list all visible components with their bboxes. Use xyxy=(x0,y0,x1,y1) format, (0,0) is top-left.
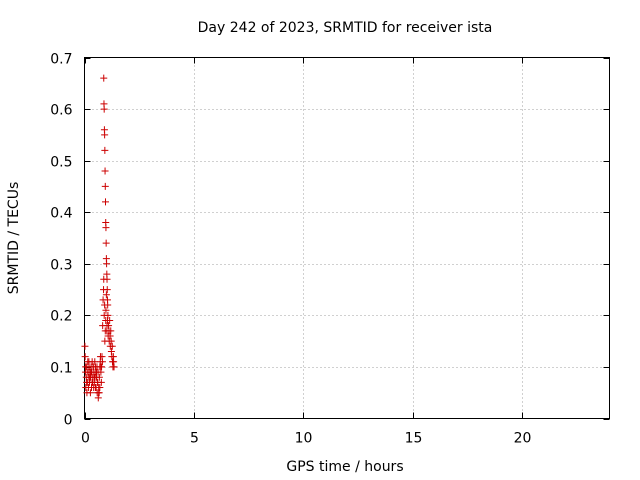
y-tick-label: 0.7 xyxy=(50,52,72,68)
data-point xyxy=(101,182,109,190)
y-axis-label: SRMTID / TECUs xyxy=(6,182,22,295)
x-tick-label: 20 xyxy=(514,431,532,447)
data-points xyxy=(81,74,118,402)
y-tick-label: 0.1 xyxy=(50,361,72,377)
data-point xyxy=(86,389,94,397)
data-point xyxy=(100,74,108,82)
data-point xyxy=(102,291,110,299)
data-point xyxy=(104,301,112,309)
data-point xyxy=(102,306,110,314)
data-point xyxy=(102,198,109,206)
data-point xyxy=(95,389,103,397)
data-point xyxy=(103,260,111,268)
y-tick-label: 0.4 xyxy=(50,206,72,222)
data-point xyxy=(104,311,112,319)
data-point xyxy=(103,286,111,294)
data-point xyxy=(81,353,89,361)
chart-title: Day 242 of 2023, SRMTID for receiver ist… xyxy=(198,20,493,36)
axis-ticks: 0 5 10 15 20 0 0.1 0.2 0.3 0.4 0.5 0.6 0.7 xyxy=(50,52,610,447)
data-point xyxy=(107,337,115,345)
data-point xyxy=(101,131,109,139)
data-point xyxy=(106,332,114,340)
data-point xyxy=(101,167,109,175)
data-point xyxy=(94,378,102,386)
y-tick-label: 0 xyxy=(64,413,73,429)
data-point xyxy=(98,358,106,366)
x-tick-label: 5 xyxy=(190,431,199,447)
data-point xyxy=(101,146,109,154)
y-tick-label: 0.3 xyxy=(50,258,72,274)
data-point xyxy=(100,105,108,113)
y-tick-label: 0.5 xyxy=(50,155,72,171)
data-point xyxy=(90,373,98,381)
plot-area-frame xyxy=(84,57,610,419)
data-point xyxy=(106,317,114,325)
data-point xyxy=(102,239,110,247)
x-tick-label: 10 xyxy=(295,431,313,447)
y-tick-label: 0.6 xyxy=(50,103,72,119)
data-point xyxy=(107,327,115,335)
data-point xyxy=(85,358,93,366)
data-point xyxy=(97,363,105,371)
data-point xyxy=(93,368,101,376)
data-point xyxy=(96,384,104,392)
data-point xyxy=(82,363,90,371)
data-point xyxy=(108,342,116,350)
data-point xyxy=(81,342,89,350)
series-srmtid xyxy=(81,74,118,402)
data-point xyxy=(89,363,97,371)
y-tick-label: 0.2 xyxy=(50,309,72,325)
data-point xyxy=(103,275,111,283)
data-point xyxy=(110,363,118,371)
grid xyxy=(84,57,610,419)
x-tick-label: 15 xyxy=(405,431,423,447)
data-point xyxy=(102,224,110,232)
x-axis-label: GPS time / hours xyxy=(286,459,403,475)
x-tick-label: 0 xyxy=(81,431,90,447)
